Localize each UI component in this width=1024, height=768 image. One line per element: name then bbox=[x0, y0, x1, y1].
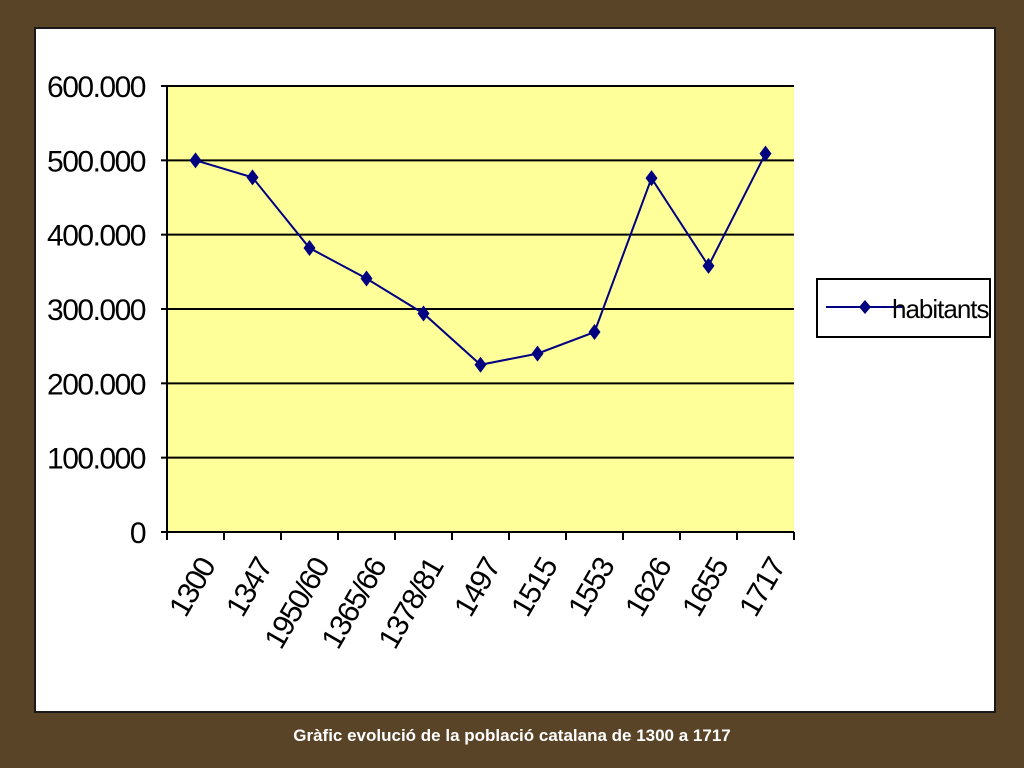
data-point bbox=[702, 257, 715, 274]
x-tick-label: 1347 bbox=[220, 552, 279, 622]
x-tick-label: 1655 bbox=[676, 552, 735, 622]
data-point bbox=[588, 324, 601, 341]
chart-frame: 0 100.000 200.000 300.000 400.000 500.000 600.… bbox=[34, 27, 996, 713]
y-tick-label: 500.000 bbox=[47, 145, 146, 178]
legend-marker bbox=[859, 300, 871, 314]
data-point bbox=[531, 345, 544, 362]
data-point bbox=[246, 169, 259, 186]
x-tick-label: 1515 bbox=[505, 552, 564, 622]
data-point bbox=[360, 270, 373, 287]
y-tick-label: 400.000 bbox=[47, 220, 146, 253]
y-tick-label: 300.000 bbox=[47, 294, 146, 327]
grid-lines bbox=[167, 85, 794, 459]
x-tick-label: 1300 bbox=[163, 552, 222, 622]
x-tick-label: 1553 bbox=[562, 552, 621, 622]
y-axis-ticks: 0 100.000 200.000 300.000 400.000 500.000 600.… bbox=[47, 71, 167, 550]
chart-svg: 0 100.000 200.000 300.000 400.000 500.000 600.… bbox=[47, 71, 991, 654]
legend-label: habitants bbox=[892, 294, 990, 324]
x-axis-ticks: 130013471950/601365/661378/8114971515155… bbox=[163, 532, 795, 654]
y-tick-label: 200.000 bbox=[47, 368, 146, 401]
series-points bbox=[189, 145, 772, 373]
data-point bbox=[759, 145, 772, 162]
data-point bbox=[645, 170, 658, 187]
y-tick-label: 100.000 bbox=[47, 443, 146, 476]
y-tick-label: 0 bbox=[130, 517, 146, 550]
x-tick-label: 1497 bbox=[448, 552, 507, 622]
legend: habitants bbox=[816, 278, 991, 338]
data-point bbox=[474, 356, 487, 373]
data-point bbox=[303, 240, 316, 257]
data-point bbox=[417, 305, 430, 322]
x-tick-label: 1717 bbox=[733, 552, 792, 622]
chart-caption: Gràfic evolució de la població catalana … bbox=[293, 726, 731, 745]
data-point bbox=[189, 152, 202, 169]
x-tick-label: 1626 bbox=[619, 552, 678, 622]
y-tick-label: 600.000 bbox=[47, 71, 146, 104]
